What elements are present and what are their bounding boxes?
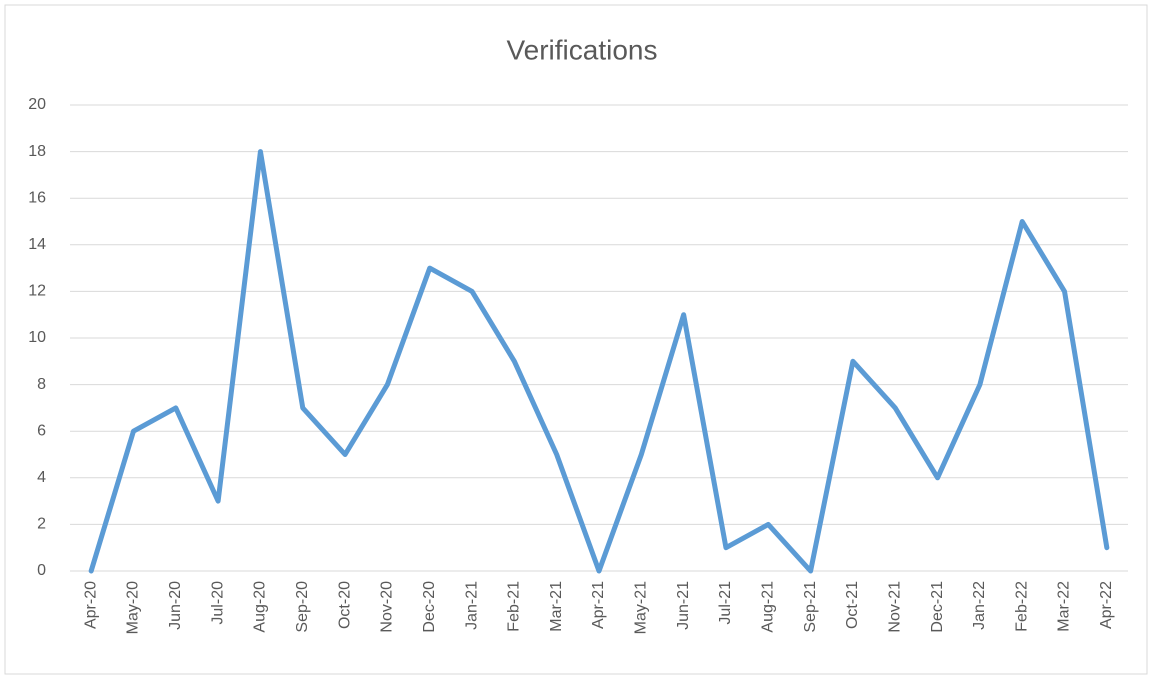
y-tick-label: 6 [37,422,46,439]
y-tick-label: 20 [28,96,46,113]
y-tick-label: 2 [37,516,46,533]
x-tick-label: Aug-21 [759,581,776,633]
y-tick-label: 10 [28,329,46,346]
x-tick-label: Sep-20 [294,581,311,633]
x-tick-label: Jan-22 [971,581,988,630]
x-tick-label: Oct-20 [336,581,353,629]
y-tick-label: 0 [37,562,46,579]
x-tick-label: Feb-22 [1013,581,1030,632]
x-tick-label: Feb-21 [506,581,523,632]
y-tick-label: 18 [28,143,46,160]
x-tick-label: Mar-22 [1056,581,1073,632]
chart-title: Verifications [507,34,658,65]
x-tick-label: Mar-21 [548,581,565,632]
x-tick-label: Jan-21 [463,581,480,630]
x-tick-label: Apr-22 [1098,581,1115,629]
data-line [88,149,1110,574]
x-tick-label: May-20 [125,581,142,634]
x-tick-label: Nov-20 [379,581,396,633]
x-tick-label: Oct-21 [844,581,861,629]
y-tick-label: 14 [28,236,46,253]
x-tick-label: Jul-20 [209,581,226,625]
x-tick-label: Jul-21 [717,581,734,625]
chart-border [4,4,1148,675]
x-tick-label: Sep-21 [802,581,819,633]
x-tick-label: Apr-20 [82,581,99,629]
x-tick-label: May-21 [633,581,650,634]
y-tick-label: 8 [37,376,46,393]
x-tick-label: Jun-20 [167,581,184,630]
x-tick-label: Nov-21 [886,581,903,633]
x-tick-label: Aug-20 [252,581,269,633]
y-tick-label: 16 [28,189,46,206]
x-tick-label: Dec-20 [421,581,438,633]
y-tick-label: 12 [28,283,46,300]
y-tick-label: 4 [37,469,46,486]
x-tick-label: Apr-21 [590,581,607,629]
x-tick-label: Jun-21 [675,581,692,630]
x-tick-label: Dec-21 [929,581,946,633]
